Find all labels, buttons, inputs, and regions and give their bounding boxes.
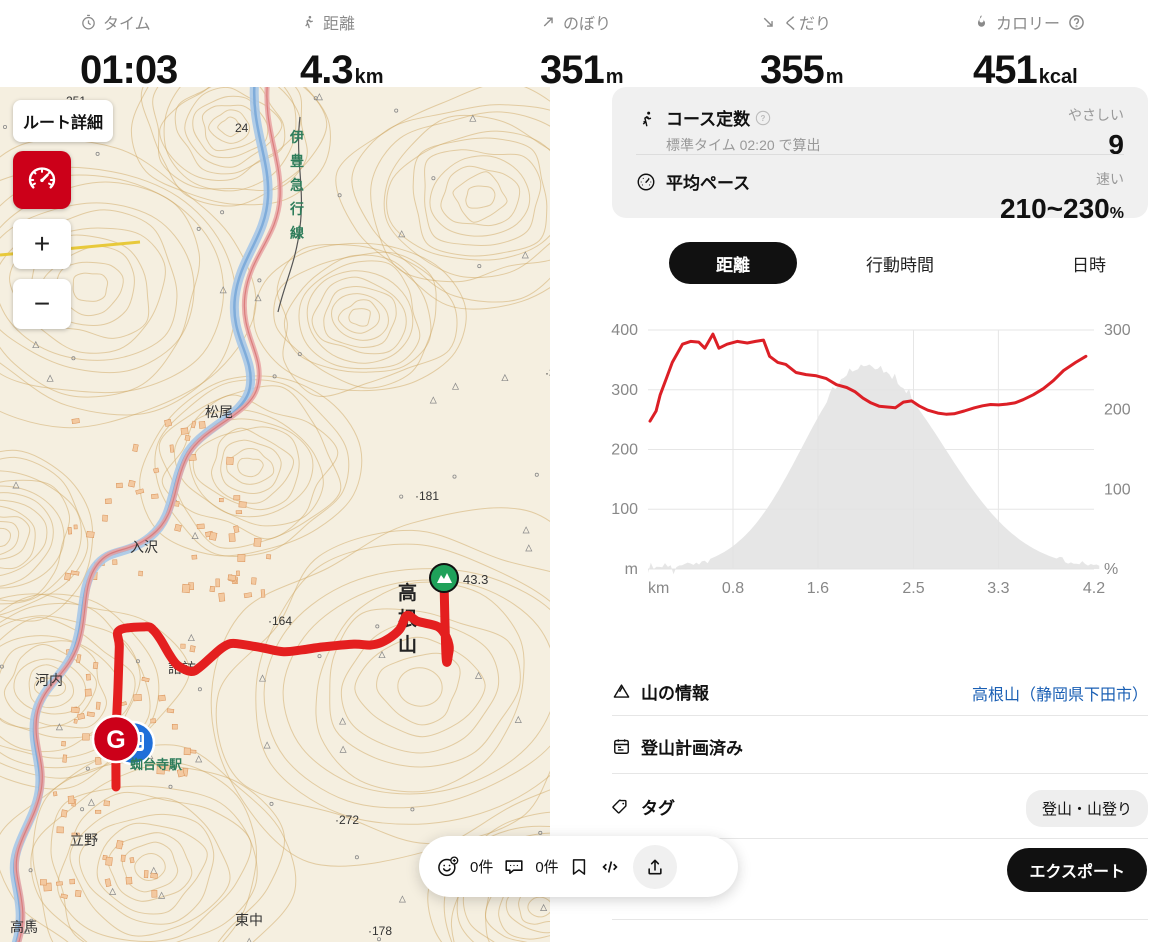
svg-text:·181: ·181 <box>415 489 439 503</box>
svg-text:伊: 伊 <box>289 129 304 145</box>
svg-text:入沢: 入沢 <box>130 539 158 555</box>
svg-text:·164: ·164 <box>268 614 292 628</box>
svg-text:?: ? <box>761 114 766 123</box>
svg-text:高: 高 <box>398 581 417 604</box>
svg-text:河内: 河内 <box>35 672 63 688</box>
svg-text:立野: 立野 <box>70 832 98 848</box>
svg-text:200: 200 <box>611 442 638 459</box>
svg-text:G: G <box>106 726 125 754</box>
svg-text:行: 行 <box>289 201 304 217</box>
svg-text:43.3: 43.3 <box>463 572 488 587</box>
svg-text:100: 100 <box>611 501 638 518</box>
svg-text:·303: ·303 <box>545 366 550 380</box>
svg-text:高馬: 高馬 <box>10 919 38 935</box>
svg-text:松尾: 松尾 <box>205 404 233 420</box>
svg-text:東中: 東中 <box>235 912 263 928</box>
svg-text:400: 400 <box>611 322 638 339</box>
svg-text:4.2: 4.2 <box>1083 580 1105 597</box>
svg-text:豊: 豊 <box>290 153 304 169</box>
svg-text:2.5: 2.5 <box>902 580 924 597</box>
svg-text:%: % <box>1104 561 1118 578</box>
svg-text:蜘台寺駅: 蜘台寺駅 <box>130 757 183 772</box>
svg-text:線: 線 <box>290 225 304 241</box>
svg-text:·272: ·272 <box>335 813 359 827</box>
svg-text:急: 急 <box>290 177 304 193</box>
svg-text:3.3: 3.3 <box>987 580 1009 597</box>
svg-text:100: 100 <box>1104 481 1131 498</box>
svg-text:200: 200 <box>1104 402 1131 419</box>
svg-text:1.6: 1.6 <box>807 580 829 597</box>
svg-text:300: 300 <box>611 382 638 399</box>
svg-text:24: 24 <box>235 121 249 135</box>
svg-text:·178: ·178 <box>368 924 392 938</box>
svg-text:0.8: 0.8 <box>722 580 744 597</box>
svg-text:m: m <box>625 561 638 578</box>
svg-text:300: 300 <box>1104 322 1131 339</box>
svg-text:山: 山 <box>398 634 417 656</box>
svg-text:km: km <box>648 580 669 597</box>
